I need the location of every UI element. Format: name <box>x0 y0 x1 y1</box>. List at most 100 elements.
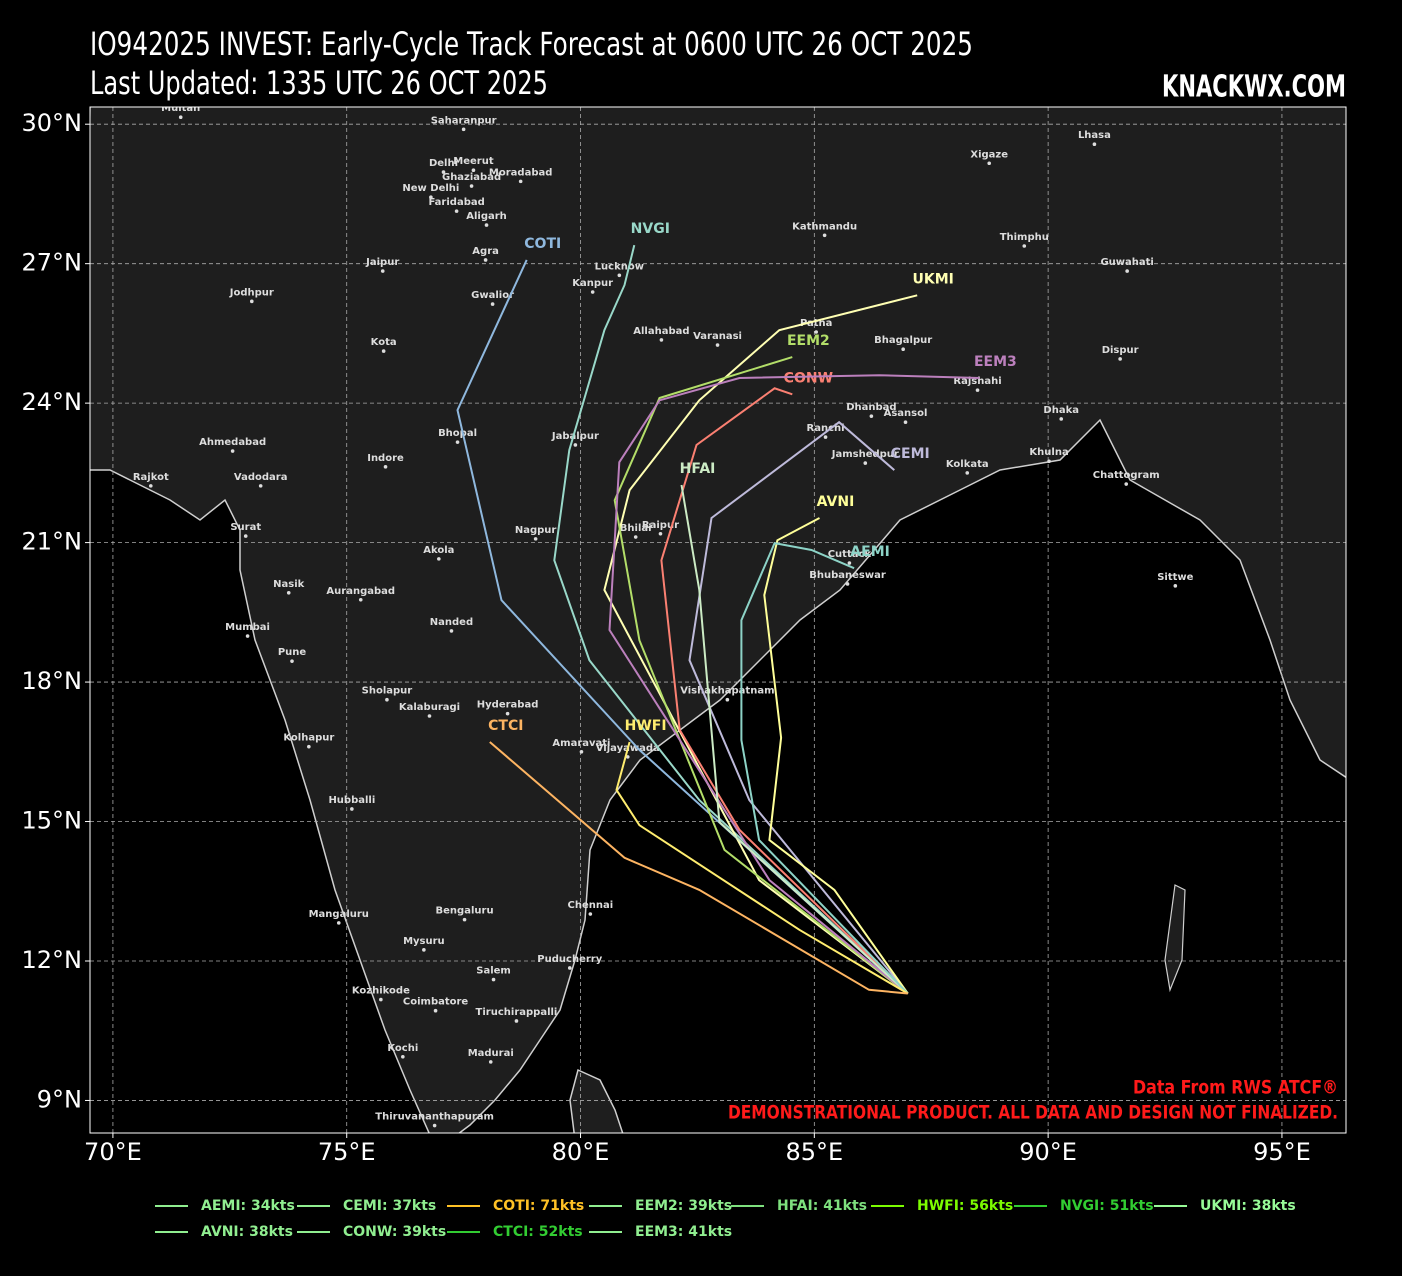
city-label: Surat <box>230 522 261 533</box>
city-label: Saharanpur <box>431 115 497 126</box>
y-tick-label: 27°N <box>22 249 83 277</box>
city-dot <box>401 1054 405 1059</box>
track-line <box>603 294 918 995</box>
track-line <box>660 387 909 995</box>
city-dot <box>178 115 183 120</box>
axes: 70°E 75°E 80°E 85°E 90°E 95°E 9°N 12°N 15°N 18°N 2… <box>22 109 1311 1166</box>
y-tick-label: 24°N <box>22 388 83 416</box>
subtitle: Last Updated: 1335 UTC 26 OCT 2025 <box>90 64 548 102</box>
city-dot <box>1059 417 1064 421</box>
track-line <box>553 244 909 995</box>
legend: AEMI: 34kts CEMI: 37kts COTI: 71kts EEM2: 3… <box>155 1198 1296 1240</box>
city-label: Hubballi <box>328 795 375 806</box>
city-dot <box>441 170 446 174</box>
track-label: UKMI <box>913 271 954 287</box>
city-label: Faridabad <box>428 197 484 208</box>
city-dot <box>505 711 510 716</box>
city-label: Rajshahi <box>953 376 1001 387</box>
track-line <box>615 741 909 995</box>
x-tick-label: 70°E <box>84 1138 142 1166</box>
city-label: Tiruchirappalli <box>476 1007 558 1018</box>
track-label: CEMI <box>891 446 930 462</box>
city-label: New Delhi <box>402 183 459 194</box>
city-dot <box>483 258 488 262</box>
city-label: Indore <box>367 453 404 464</box>
city-dot <box>429 195 433 199</box>
city-label: Multan <box>161 103 200 114</box>
city-label: Mangaluru <box>309 909 369 920</box>
city-label: Rajkot <box>133 472 169 483</box>
city-dot <box>567 966 572 970</box>
city-dot <box>432 1123 437 1128</box>
city-label: Thimphu <box>1000 232 1049 243</box>
city-dot <box>336 921 341 925</box>
legend-label: CONW: 39kts <box>343 1224 446 1240</box>
city-dot <box>625 755 630 759</box>
city-label: Guwahati <box>1100 257 1153 268</box>
city-dot <box>659 338 664 342</box>
city-dot <box>427 714 432 718</box>
city-dot <box>258 484 263 488</box>
y-tick-label: 12°N <box>22 946 83 974</box>
city-dot <box>533 537 538 541</box>
city-dot <box>484 223 489 227</box>
site-name: KNACKWX.COM <box>1162 70 1346 105</box>
track-label: HFAI <box>680 461 716 477</box>
city-label: Jabalpur <box>551 431 599 442</box>
legend-label: UKMI: 38kts <box>1200 1198 1296 1214</box>
city-label: Hyderabad <box>477 700 539 711</box>
sri-lanka <box>569 1068 624 1133</box>
legend-label: CEMI: 37kts <box>343 1198 436 1214</box>
city-label: Aligarh <box>466 211 507 222</box>
city-dot <box>243 534 248 538</box>
city-dot <box>437 557 441 561</box>
y-tick-label: 21°N <box>22 528 83 556</box>
city-dot <box>148 484 153 488</box>
city-label: Kolkata <box>946 459 989 470</box>
city-dot <box>469 184 474 188</box>
city-dot <box>901 347 905 352</box>
map-frame <box>89 106 1347 1134</box>
city-label: Bhagalpur <box>874 335 932 346</box>
city-dot <box>1047 459 1051 464</box>
andaman-islands <box>1164 884 1186 993</box>
city-label: Kathmandu <box>792 221 857 232</box>
city-label: Gwalior <box>471 290 514 301</box>
city-label: Lucknow <box>595 261 644 272</box>
city-dot <box>987 161 992 166</box>
legend-label: HFAI: 41kts <box>777 1198 867 1214</box>
track-line <box>763 517 909 995</box>
city-dot <box>286 591 291 595</box>
track-line <box>613 356 909 995</box>
city-label: Cuttack <box>828 549 872 560</box>
city-dot <box>290 659 294 663</box>
city-dot <box>1022 244 1027 248</box>
city-dot <box>1173 584 1178 588</box>
city-dot <box>518 179 523 184</box>
city-label: Nanded <box>430 617 473 628</box>
track-label: HWFI <box>625 718 667 734</box>
city-dot <box>863 461 868 465</box>
city-dot <box>358 597 363 602</box>
city-dot <box>249 299 254 304</box>
city-label: Mysuru <box>403 936 445 947</box>
city-label: Ghaziabad <box>442 172 501 183</box>
city-dot <box>1118 357 1122 361</box>
city-label: Jamshedpur <box>831 449 899 460</box>
tracks: COTI NVGI UKMI EEM2 CONW EEM3 CEMI HFAI AVNI AEMI… <box>456 221 1017 995</box>
city-label: Amaravati <box>552 738 610 749</box>
x-tick-label: 90°E <box>1019 1138 1077 1166</box>
city-dot <box>245 634 250 638</box>
track-label: CONW <box>784 370 833 386</box>
city-label: Moradabad <box>489 167 552 178</box>
city-dot <box>579 749 584 754</box>
city-label: Dhaka <box>1043 405 1079 416</box>
x-tick-label: 95°E <box>1253 1138 1311 1166</box>
city-dot <box>471 168 476 173</box>
city-dot <box>422 948 426 952</box>
city-dot <box>379 997 383 1002</box>
track-label: NVGI <box>631 221 670 237</box>
city-label: Madurai <box>468 1048 514 1059</box>
city-dot <box>491 977 496 982</box>
